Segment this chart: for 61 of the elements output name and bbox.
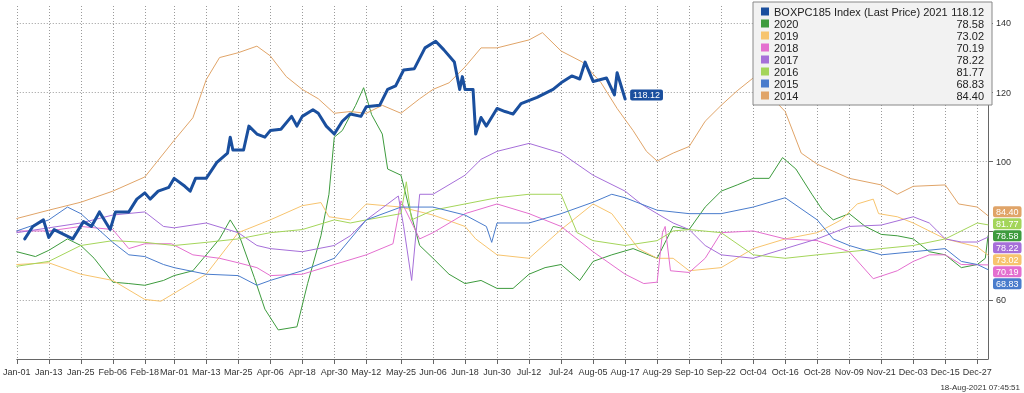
data-label: 78.58: [996, 230, 1019, 241]
x-tick-label: Feb-18: [130, 366, 160, 377]
x-tick-label: Dec-27: [962, 366, 992, 377]
text: 18-Aug-2021 07:45:51: [940, 382, 1021, 392]
x-tick-label: Jun-18: [451, 366, 479, 377]
x-tick-label: Jan-13: [35, 366, 63, 377]
legend-label: 2017: [774, 53, 799, 66]
text: 81.77: [956, 65, 984, 78]
x-tick-label: Oct-04: [739, 366, 767, 377]
data-label: 81.77: [996, 218, 1019, 229]
legend-label: 2018: [774, 41, 799, 54]
text: 118.12: [951, 5, 984, 18]
x-tick-label: Mar-01: [159, 366, 189, 377]
x-tick-label: May-12: [351, 366, 382, 377]
x-tick-label: Jan-25: [67, 366, 95, 377]
x-tick-label: Oct-16: [771, 366, 799, 377]
x-tick-label: Apr-06: [256, 366, 284, 377]
text: 78.22: [956, 53, 984, 66]
x-tick-label: Dec-15: [930, 366, 960, 377]
x-tick-label: Oct-28: [803, 366, 831, 377]
text: 68.83: [956, 77, 984, 90]
line-series: [23, 39, 627, 241]
x-tick-label: Dec-03: [898, 366, 928, 377]
x-tick-label: Jul-12: [516, 366, 542, 377]
x-tick-label: Mar-13: [191, 366, 221, 377]
x-tick-label: Jul-24: [548, 366, 574, 377]
x-tick-label: Mar-25: [223, 366, 253, 377]
y-tick-label: 140: [996, 18, 1012, 29]
data-label: 70.19: [996, 266, 1019, 277]
y-tick-label: 100: [996, 156, 1012, 167]
legend-label: 2016: [774, 65, 799, 78]
data-label: 118.12: [633, 90, 660, 101]
legend-label: BOXPC185 Index (Last Price) 2021: [774, 5, 948, 18]
y-tick-label: 120: [996, 87, 1012, 98]
x-tick-label: Nov-09: [834, 366, 864, 377]
text: 84.40: [956, 89, 984, 102]
x-tick-label: Sep-10: [674, 366, 704, 377]
legend-label: 2015: [774, 77, 799, 90]
data-label: 73.02: [996, 254, 1019, 265]
x-tick-label: Apr-18: [288, 366, 316, 377]
x-tick-label: May-25: [385, 366, 416, 377]
legend-label: 2014: [774, 89, 799, 102]
data-label: 68.83: [996, 278, 1019, 289]
x-tick-label: Apr-30: [320, 366, 348, 377]
x-tick-label: Aug-17: [610, 366, 640, 377]
text: 70.19: [956, 41, 984, 54]
x-tick-label: Jun-30: [483, 366, 511, 377]
x-tick-label: Aug-05: [578, 366, 608, 377]
y-tick-label: 60: [996, 295, 1007, 306]
legend-label: 2020: [774, 17, 799, 30]
data-label: 84.40: [996, 206, 1019, 217]
x-tick-label: Jun-06: [419, 366, 447, 377]
x-tick-label: Feb-06: [98, 366, 128, 377]
x-tick-label: Jan-01: [2, 366, 31, 377]
text: 73.02: [956, 29, 984, 42]
text: 78.58: [956, 17, 984, 30]
x-tick-label: Nov-21: [866, 366, 896, 377]
legend-label: 2019: [774, 29, 799, 42]
x-tick-label: Aug-29: [642, 366, 672, 377]
x-tick-label: Sep-22: [706, 366, 736, 377]
data-label: 78.22: [996, 242, 1019, 253]
